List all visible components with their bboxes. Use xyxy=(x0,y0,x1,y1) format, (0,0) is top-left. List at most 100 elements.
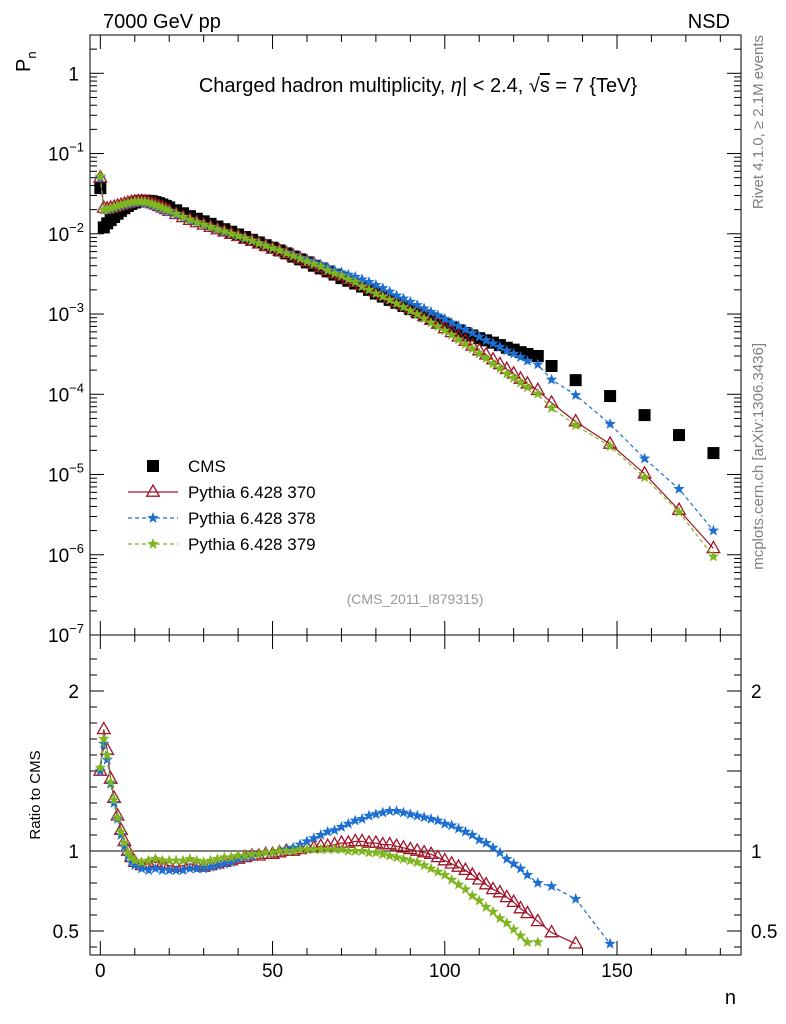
mcplots-source-label: mcplots.cern.ch [arXiv:1306.3436] xyxy=(750,343,767,570)
ratio-x-ticks: 0 50 100 150 xyxy=(95,635,721,982)
ratio-point xyxy=(280,845,292,856)
ratio-point xyxy=(294,843,306,855)
main-point xyxy=(404,295,416,307)
main-point xyxy=(328,267,341,279)
main-point xyxy=(287,249,299,261)
main-point xyxy=(494,340,506,352)
ratio-point xyxy=(494,846,506,858)
ratio-point xyxy=(409,842,425,856)
ratio-point xyxy=(473,833,485,845)
ratio-point xyxy=(149,853,162,864)
main-point xyxy=(494,362,506,374)
ratio-point xyxy=(532,877,544,888)
main-point xyxy=(301,255,313,267)
main-point xyxy=(153,200,165,212)
main-point xyxy=(253,237,265,249)
x-tick-label: 150 xyxy=(601,961,633,982)
ratio-point xyxy=(122,846,134,858)
main-point xyxy=(356,273,368,285)
ratio-point xyxy=(218,851,230,863)
y-tick-label: 10−4 xyxy=(48,380,84,406)
main-point xyxy=(418,312,430,324)
main-point xyxy=(273,244,286,256)
ratio-series-pythia-6-428-378 xyxy=(94,737,616,949)
main-chart-title: Charged hadron multiplicity, η| < 2.4, √… xyxy=(199,75,638,97)
ratio-point xyxy=(604,937,616,949)
main-point xyxy=(508,371,520,383)
main-point xyxy=(432,309,444,321)
ratio-point xyxy=(101,749,113,760)
ratio-line-pythia-6-428-370 xyxy=(99,729,576,945)
main-point xyxy=(638,409,651,422)
x-tick-label: 50 xyxy=(262,961,283,982)
main-point xyxy=(459,338,472,350)
main-point xyxy=(521,347,534,360)
main-point xyxy=(375,286,391,300)
main-point xyxy=(466,342,478,354)
main-point xyxy=(94,182,107,195)
main-point xyxy=(246,234,258,246)
ratio-point xyxy=(335,843,348,855)
ratio-point xyxy=(478,876,494,890)
ratio-point xyxy=(513,900,528,914)
main-point xyxy=(384,293,396,305)
main-point xyxy=(514,351,527,362)
ratio-point xyxy=(377,848,389,860)
main-point xyxy=(452,333,465,345)
main-y-ticks: 1 10−1 10−2 10−3 10−4 10−5 10−6 10−7 xyxy=(48,34,741,647)
ratio-point xyxy=(520,905,535,919)
legend-label: CMS xyxy=(188,457,226,476)
ratio-point xyxy=(514,862,527,874)
ratio-point xyxy=(370,846,382,858)
ratio-point xyxy=(239,849,251,861)
main-point xyxy=(105,202,117,214)
ratio-point xyxy=(492,884,508,898)
main-point xyxy=(673,429,685,442)
y-tick-label: 1 xyxy=(68,64,79,85)
ratio-point xyxy=(487,841,499,853)
ratio-point xyxy=(432,865,444,877)
ratio-point xyxy=(328,824,341,836)
ratio-point xyxy=(342,845,354,856)
ratio-point xyxy=(301,835,313,847)
main-point xyxy=(122,197,134,208)
ratio-y-tick-label: 0.5 xyxy=(53,922,79,943)
main-point xyxy=(521,381,534,393)
legend-entry: Pythia 6.428 370 xyxy=(128,483,316,502)
ratio-point xyxy=(390,805,403,816)
ratio-point xyxy=(521,936,534,948)
main-point xyxy=(439,312,451,324)
main-point xyxy=(473,347,485,359)
ratio-point xyxy=(521,869,534,880)
analysis-id-note: (CMS_2011_I879315) xyxy=(347,591,484,607)
main-point xyxy=(514,376,527,388)
main-point xyxy=(322,264,334,276)
main-point xyxy=(545,373,558,385)
ratio-point xyxy=(156,854,168,866)
ratio-point xyxy=(308,843,320,855)
main-point xyxy=(411,308,423,320)
main-point xyxy=(532,358,544,370)
main-point xyxy=(570,389,582,400)
main-point xyxy=(280,247,292,259)
main-point xyxy=(521,355,534,366)
ratio-point xyxy=(322,843,334,855)
ratio-point xyxy=(432,814,444,826)
ratio-point xyxy=(411,809,423,821)
legend-label: Pythia 6.428 378 xyxy=(188,509,316,528)
main-point xyxy=(225,227,237,239)
main-series xyxy=(92,169,721,562)
main-point xyxy=(638,471,651,483)
ratio-point xyxy=(142,864,155,876)
main-point xyxy=(218,225,230,237)
ratio-point xyxy=(452,822,465,834)
ratio-point xyxy=(163,864,175,876)
main-point xyxy=(382,289,398,304)
ratio-point xyxy=(111,811,124,823)
ratio-point xyxy=(530,913,546,927)
main-point xyxy=(384,285,396,297)
main-point xyxy=(204,220,217,232)
ratio-point xyxy=(356,813,368,824)
ratio-point xyxy=(384,849,396,861)
main-point xyxy=(707,524,720,536)
